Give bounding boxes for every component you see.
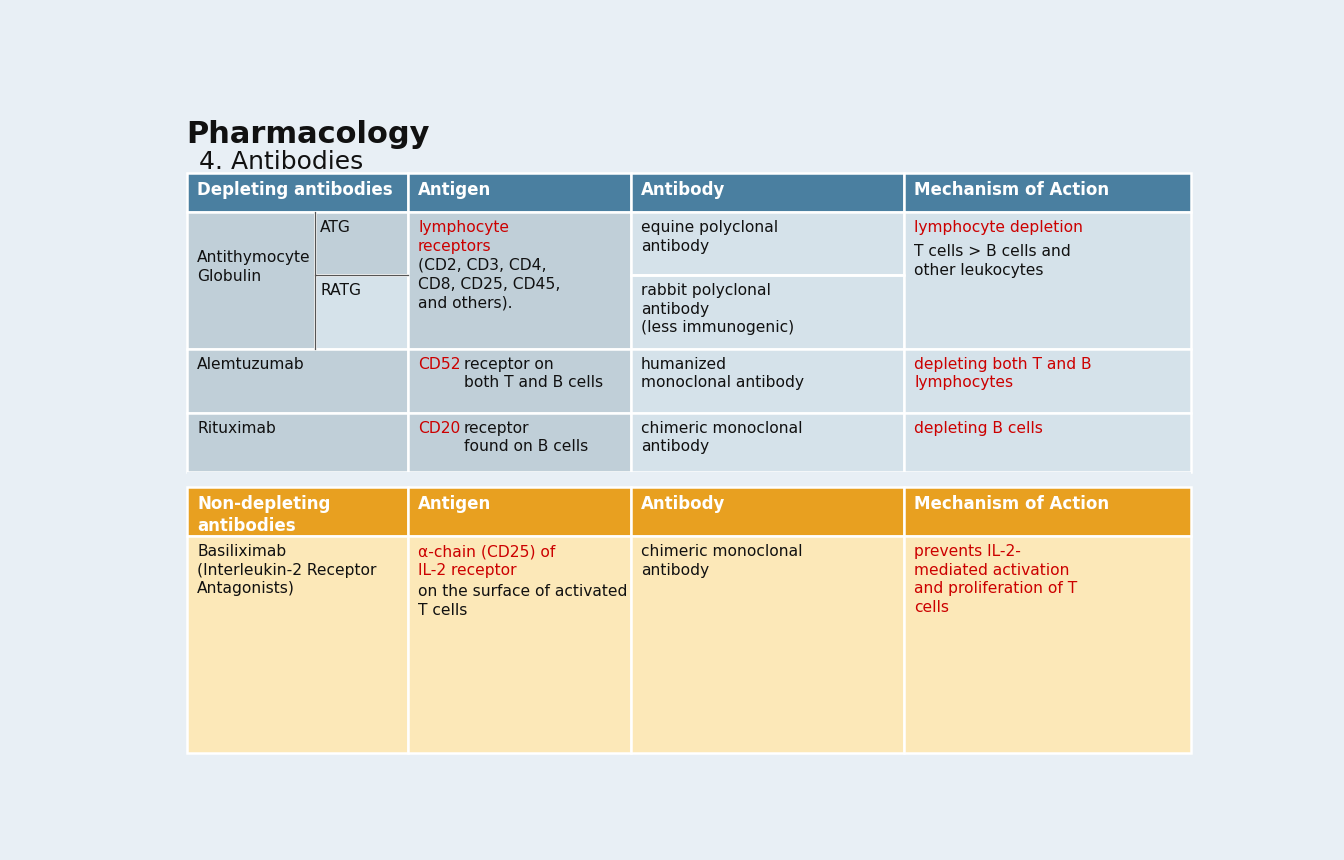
Text: Depleting antibodies: Depleting antibodies <box>198 181 392 199</box>
Bar <box>630 487 903 537</box>
Text: Antibody: Antibody <box>641 494 726 513</box>
Bar <box>630 212 903 275</box>
Text: Basiliximab
(Interleukin-2 Receptor
Antagonists): Basiliximab (Interleukin-2 Receptor Anta… <box>198 544 376 597</box>
Bar <box>630 275 903 348</box>
Text: chimeric monoclonal
antibody: chimeric monoclonal antibody <box>641 421 802 454</box>
Bar <box>407 487 630 537</box>
Text: Non-depleting
antibodies: Non-depleting antibodies <box>198 494 331 535</box>
Text: rabbit polyclonal
antibody
(less immunogenic): rabbit polyclonal antibody (less immunog… <box>641 283 794 335</box>
Text: on the surface of activated
T cells: on the surface of activated T cells <box>418 584 628 617</box>
Bar <box>187 348 407 413</box>
Bar <box>187 173 407 212</box>
Bar <box>630 537 903 753</box>
Bar <box>407 173 630 212</box>
Text: (CD2, CD3, CD4,
CD8, CD25, CD45,
and others).: (CD2, CD3, CD4, CD8, CD25, CD45, and oth… <box>418 258 560 310</box>
Bar <box>407 212 630 348</box>
Bar <box>903 537 1191 753</box>
Text: Antibody: Antibody <box>641 181 726 199</box>
Bar <box>903 413 1191 472</box>
Text: lymphocyte
receptors: lymphocyte receptors <box>418 220 509 254</box>
Text: Rituximab: Rituximab <box>198 421 276 435</box>
Text: equine polyclonal
antibody: equine polyclonal antibody <box>641 220 778 254</box>
Text: depleting both T and B
lymphocytes: depleting both T and B lymphocytes <box>914 357 1091 390</box>
Text: depleting B cells: depleting B cells <box>914 421 1043 435</box>
Bar <box>903 348 1191 413</box>
Text: ATG: ATG <box>320 220 351 235</box>
Bar <box>630 348 903 413</box>
Text: 4. Antibodies: 4. Antibodies <box>199 150 363 174</box>
Bar <box>903 487 1191 537</box>
Text: CD20: CD20 <box>418 421 460 435</box>
Text: Mechanism of Action: Mechanism of Action <box>914 494 1109 513</box>
Bar <box>187 537 407 753</box>
Text: prevents IL-2-
mediated activation
and proliferation of T
cells: prevents IL-2- mediated activation and p… <box>914 544 1078 615</box>
Text: T cells > B cells and
other leukocytes: T cells > B cells and other leukocytes <box>914 244 1071 278</box>
Bar <box>407 413 630 472</box>
Text: Antithymocyte
Globulin: Antithymocyte Globulin <box>198 250 310 284</box>
Text: Mechanism of Action: Mechanism of Action <box>914 181 1109 199</box>
Bar <box>407 537 630 753</box>
Text: receptor
found on B cells: receptor found on B cells <box>464 421 589 454</box>
Text: Antigen: Antigen <box>418 494 492 513</box>
Text: RATG: RATG <box>320 283 362 298</box>
Bar <box>903 173 1191 212</box>
Text: CD52: CD52 <box>418 357 461 372</box>
Bar <box>903 212 1191 348</box>
Bar <box>314 275 407 348</box>
Text: receptor on
both T and B cells: receptor on both T and B cells <box>464 357 603 390</box>
Text: Pharmacology: Pharmacology <box>187 120 430 149</box>
Bar <box>187 413 407 472</box>
Text: lymphocyte depletion: lymphocyte depletion <box>914 220 1083 235</box>
Text: Antigen: Antigen <box>418 181 492 199</box>
Text: Alemtuzumab: Alemtuzumab <box>198 357 305 372</box>
Bar <box>187 472 1191 487</box>
Bar <box>187 212 314 348</box>
Bar <box>407 348 630 413</box>
Text: α-chain (CD25) of
IL-2 receptor: α-chain (CD25) of IL-2 receptor <box>418 544 555 578</box>
Bar <box>187 487 407 537</box>
Bar <box>630 413 903 472</box>
Text: humanized
monoclonal antibody: humanized monoclonal antibody <box>641 357 804 390</box>
Bar <box>314 212 407 275</box>
Text: chimeric monoclonal
antibody: chimeric monoclonal antibody <box>641 544 802 578</box>
Bar <box>630 173 903 212</box>
